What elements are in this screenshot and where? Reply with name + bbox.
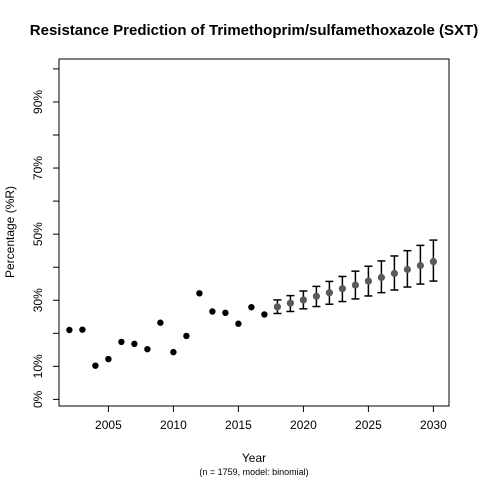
observed-point (79, 326, 86, 333)
predicted-point (338, 285, 346, 293)
predicted-point (312, 292, 320, 300)
plot-area (58, 58, 450, 407)
predicted-point (429, 257, 437, 266)
observed-point (66, 326, 73, 334)
predicted-point (325, 289, 333, 297)
observed-point (196, 290, 203, 297)
predicted-point (377, 273, 385, 282)
observed-point (92, 362, 99, 369)
predicted-point (390, 269, 398, 278)
data-marks (66, 239, 438, 369)
observed-point (105, 355, 112, 363)
y-axis: 0% 10% 30% 50% 70% 90% (31, 68, 59, 408)
predicted-point (299, 296, 307, 304)
predicted-point (403, 265, 411, 274)
predicted-point (364, 277, 372, 285)
predicted-point (286, 299, 294, 307)
observed-point (157, 319, 164, 326)
x-axis-label: Year (242, 451, 266, 465)
y-tick-label: 90% (31, 90, 45, 114)
x-tick-label: 2010 (160, 418, 187, 432)
y-tick-label: 50% (31, 222, 45, 246)
x-tick-label: 2015 (225, 418, 252, 432)
x-tick-label: 2005 (95, 418, 122, 432)
y-tick-label: 10% (31, 354, 45, 378)
observed-point (131, 340, 138, 348)
observed-point (209, 308, 216, 315)
observed-point (261, 311, 268, 318)
observed-point (222, 309, 229, 317)
chart-title: Resistance Prediction of Trimethoprim/su… (30, 22, 478, 39)
observed-point (118, 338, 125, 346)
y-tick-label: 30% (31, 288, 45, 312)
x-tick-label: 2025 (355, 418, 382, 432)
observed-point (248, 303, 255, 311)
x-axis: 2005 2010 2015 2020 2025 2030 (95, 406, 447, 432)
observed-point (170, 348, 177, 356)
predicted-point (416, 261, 424, 270)
predicted-point (351, 281, 359, 289)
y-tick-label: 0% (31, 390, 45, 408)
x-tick-label: 2030 (420, 418, 447, 432)
observed-point (144, 345, 151, 353)
y-axis-label: Percentage (%R) (3, 186, 17, 278)
x-tick-label: 2020 (290, 418, 317, 432)
y-tick-label: 70% (31, 156, 45, 180)
observed-point (235, 320, 242, 327)
observed-point (183, 332, 190, 340)
chart-note: (n = 1759, model: binomial) (199, 467, 308, 477)
predicted-point (273, 303, 281, 311)
